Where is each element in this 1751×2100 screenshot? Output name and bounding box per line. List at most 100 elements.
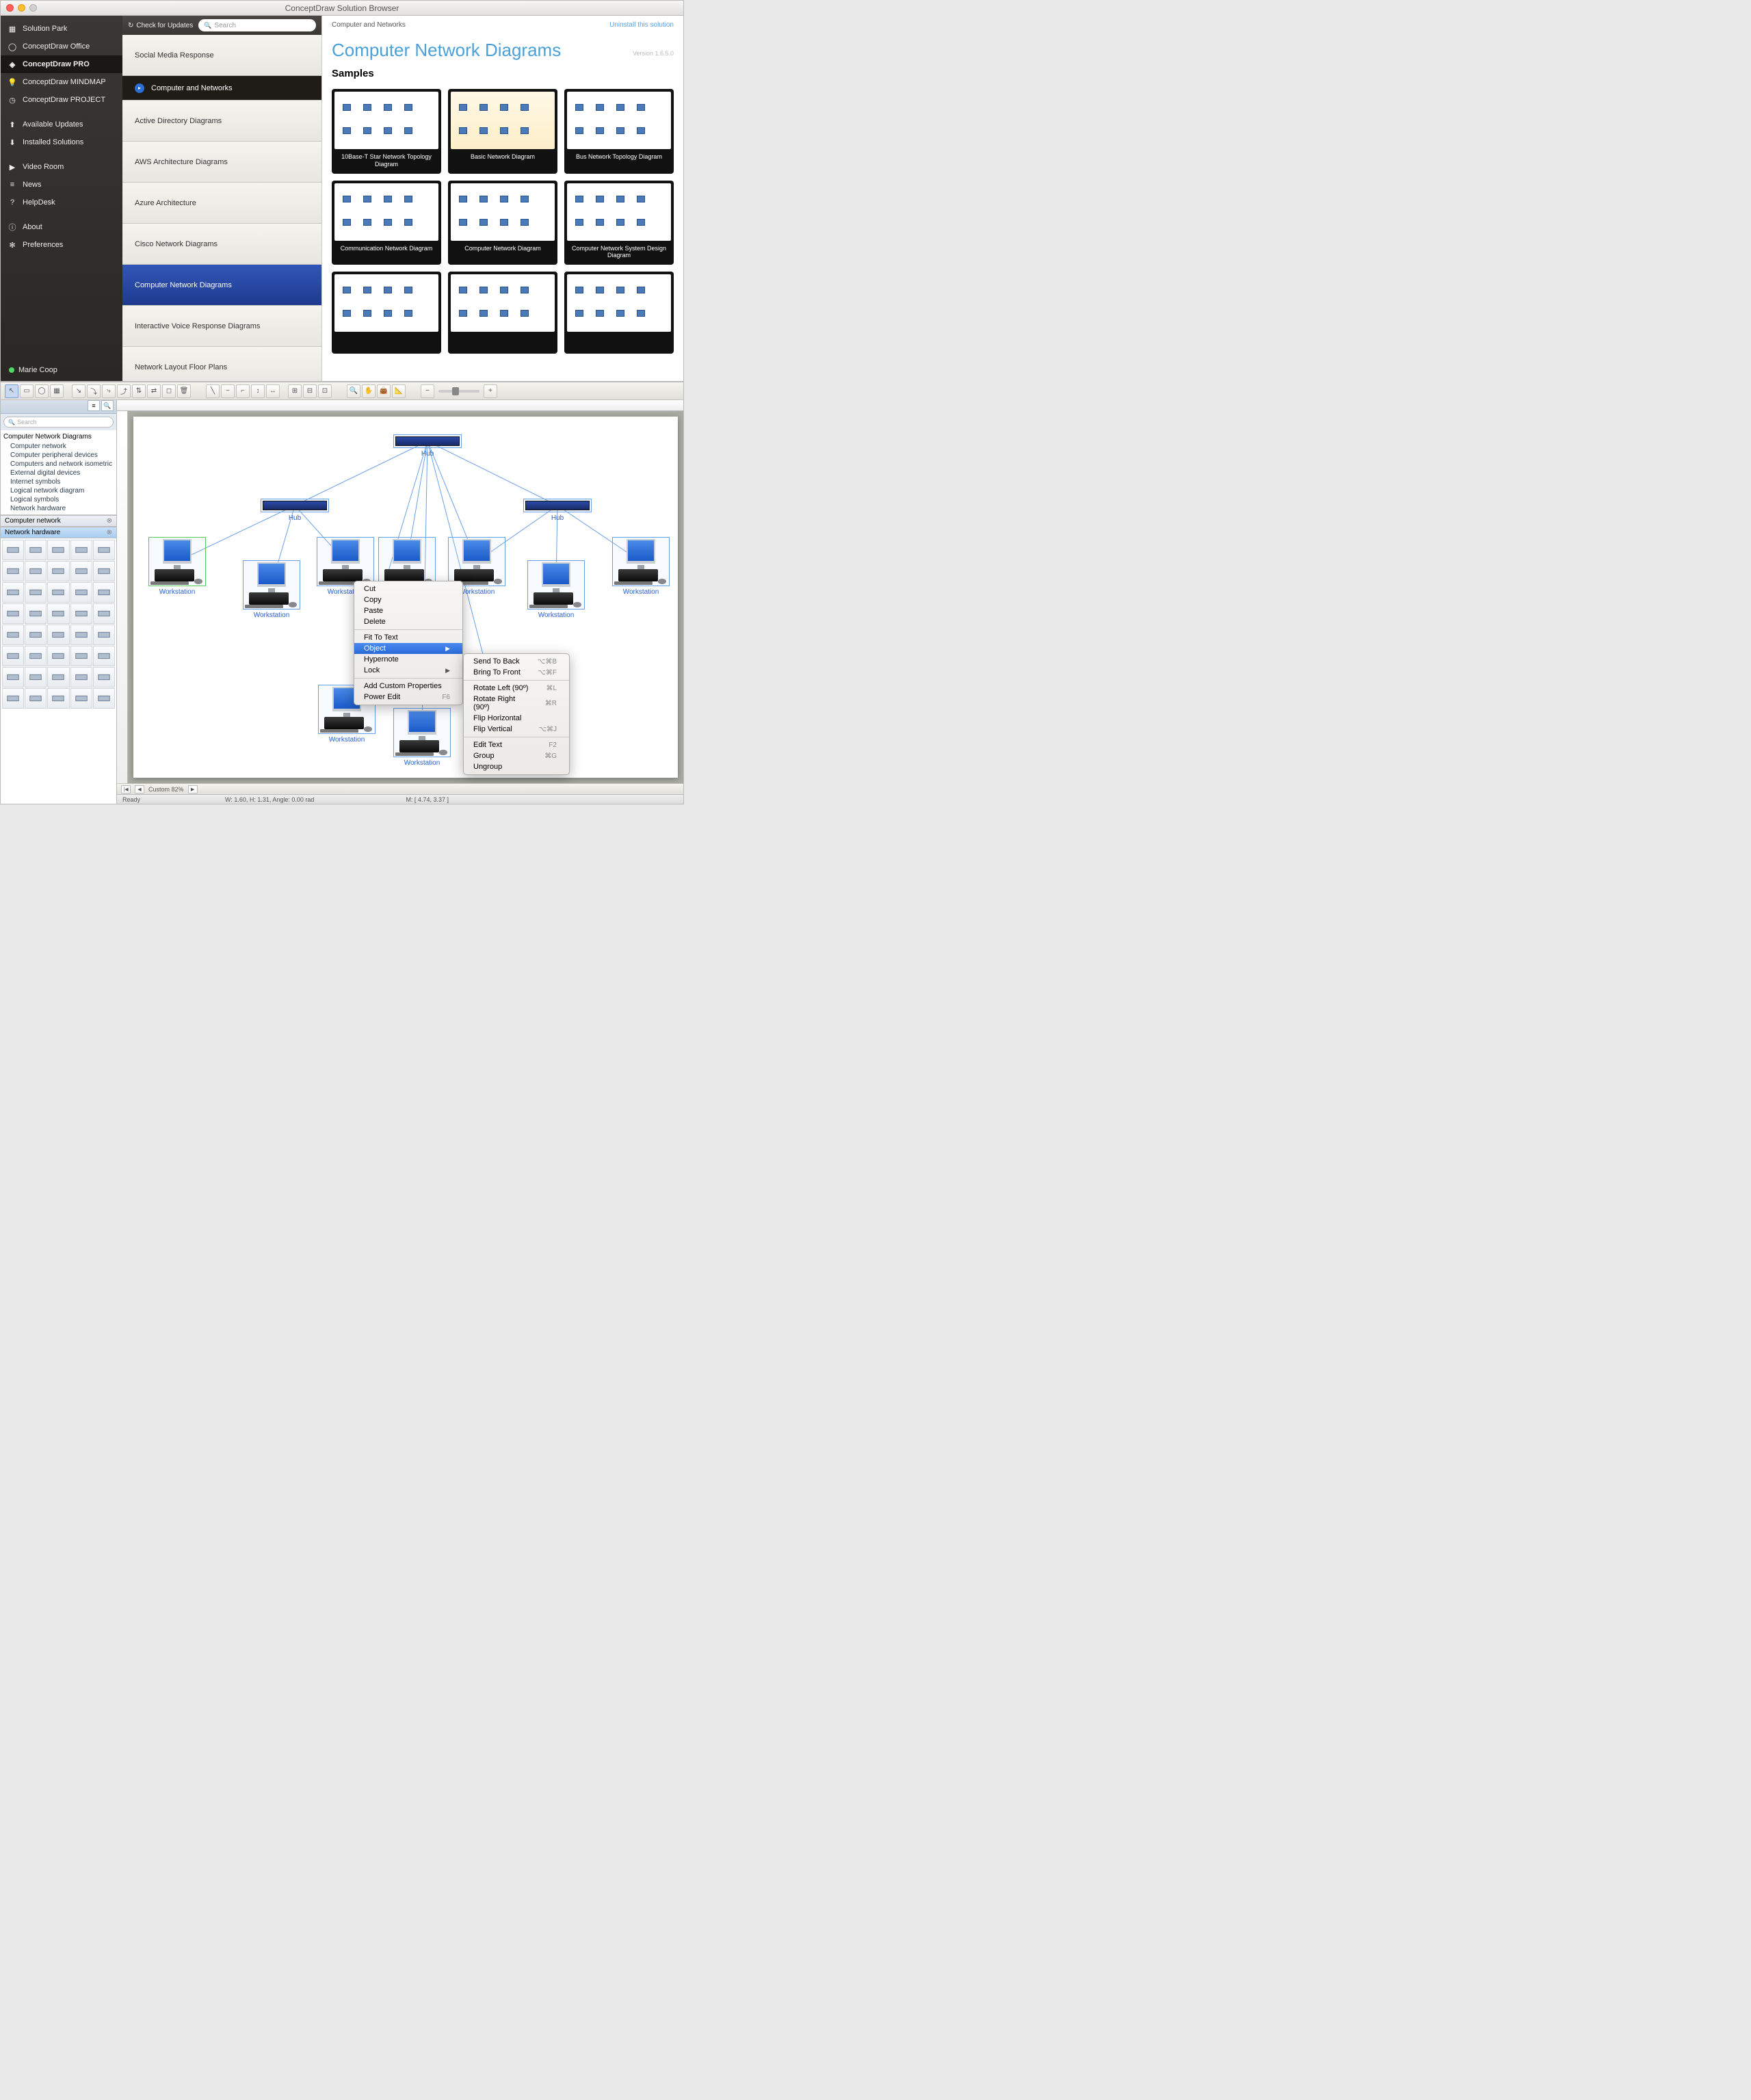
close-icon[interactable]: ⊗: [107, 529, 112, 536]
tree-item[interactable]: Network hardware: [3, 504, 114, 513]
delete-tool[interactable]: 🗑: [177, 384, 191, 398]
solution-list-item[interactable]: Cisco Network Diagrams: [122, 224, 321, 265]
sidebar-item[interactable]: 💡ConceptDraw MINDMAP: [1, 73, 122, 91]
palette-shape[interactable]: [70, 561, 92, 581]
tree-item[interactable]: Computer network: [3, 442, 114, 451]
sample-card[interactable]: [332, 272, 441, 354]
menu-item[interactable]: Power EditF6: [354, 692, 462, 703]
hub-node[interactable]: Hub: [523, 499, 592, 522]
palette-shape[interactable]: [70, 540, 92, 560]
menu-item[interactable]: Object▶: [354, 643, 462, 654]
menu-item[interactable]: Rotate Left (90º)⌘L: [464, 683, 569, 694]
zoom-out-button[interactable]: −: [421, 384, 434, 398]
palette-shape[interactable]: [93, 540, 115, 560]
context-menu[interactable]: CutCopyPasteDeleteFit To TextObject▶Hype…: [354, 581, 463, 705]
palette-shape[interactable]: [93, 561, 115, 581]
palette-shape[interactable]: [47, 688, 69, 709]
check-updates-button[interactable]: Check for Updates: [128, 22, 193, 29]
line-tool-3[interactable]: ⌐: [236, 384, 250, 398]
palette-shape[interactable]: [93, 625, 115, 645]
palette-shape[interactable]: [70, 625, 92, 645]
rect-tool[interactable]: ▭: [20, 384, 34, 398]
stamp-tool[interactable]: 👜: [377, 384, 391, 398]
tree-item[interactable]: Internet symbols: [3, 477, 114, 486]
palette-shape[interactable]: [2, 688, 24, 709]
tree-item[interactable]: Logical symbols: [3, 495, 114, 504]
menu-item[interactable]: Edit TextF2: [464, 739, 569, 750]
palette-shape[interactable]: [2, 561, 24, 581]
palette-shape[interactable]: [2, 540, 24, 560]
panel-tab-list[interactable]: ≡: [88, 400, 100, 411]
menu-item[interactable]: Add Custom Properties: [354, 681, 462, 692]
hub-node[interactable]: Hub: [393, 434, 462, 458]
menu-item[interactable]: Rotate Right (90º)⌘R: [464, 694, 569, 713]
sidebar-item[interactable]: ▦Solution Park: [1, 20, 122, 38]
menu-item[interactable]: Flip Vertical⌥⌘J: [464, 724, 569, 735]
solution-list-item[interactable]: Social Media Response: [122, 35, 321, 76]
menu-item[interactable]: Delete: [354, 616, 462, 627]
sidebar-item[interactable]: ▶Video Room: [1, 158, 122, 176]
palette-shape[interactable]: [47, 582, 69, 603]
align-tool-2[interactable]: ⊟: [303, 384, 317, 398]
measure-tool[interactable]: 📐: [392, 384, 406, 398]
tree-item[interactable]: Logical network diagram: [3, 486, 114, 495]
palette-shape[interactable]: [25, 561, 47, 581]
menu-item[interactable]: Cut: [354, 583, 462, 594]
sample-card[interactable]: [448, 272, 557, 354]
palette-shape[interactable]: [25, 646, 47, 666]
palette-shape[interactable]: [25, 540, 47, 560]
sample-card[interactable]: Computer Network Diagram: [448, 181, 557, 265]
breadcrumb[interactable]: Computer and Networks: [332, 21, 406, 29]
hand-tool[interactable]: ✋: [362, 384, 376, 398]
zoom-tool[interactable]: 🔍: [347, 384, 360, 398]
palette-shape[interactable]: [47, 603, 69, 624]
zoom-in-button[interactable]: +: [484, 384, 497, 398]
line-tool-1[interactable]: ╲: [206, 384, 220, 398]
palette-shape[interactable]: [25, 582, 47, 603]
page-next[interactable]: ▶: [188, 785, 198, 793]
sample-card[interactable]: Computer Network System Design Diagram: [564, 181, 674, 265]
menu-item[interactable]: Ungroup: [464, 761, 569, 772]
line-tool-4[interactable]: ↕: [251, 384, 265, 398]
menu-item[interactable]: Flip Horizontal: [464, 713, 569, 724]
uninstall-link[interactable]: Uninstall this solution: [609, 21, 674, 29]
solution-list-item[interactable]: Network Layout Floor Plans: [122, 347, 321, 381]
tree-item[interactable]: Computers and network isometric: [3, 460, 114, 469]
workstation-node[interactable]: Workstation: [527, 560, 585, 619]
page-first[interactable]: |◀: [121, 785, 131, 793]
sidebar-item[interactable]: ⓘAbout: [1, 218, 122, 236]
sidebar-item[interactable]: ⬇Installed Solutions: [1, 133, 122, 151]
palette-shape[interactable]: [70, 582, 92, 603]
close-icon[interactable]: ⊗: [107, 517, 112, 525]
palette-shape[interactable]: [25, 688, 47, 709]
palette-shape[interactable]: [47, 646, 69, 666]
line-tool-5[interactable]: ↔: [266, 384, 280, 398]
palette-shape[interactable]: [70, 688, 92, 709]
library-section[interactable]: Computer network⊗: [1, 515, 116, 527]
page-prev[interactable]: ◀: [135, 785, 144, 793]
sidebar-item[interactable]: ✻Preferences: [1, 236, 122, 254]
sidebar-item[interactable]: ◈ConceptDraw PRO: [1, 55, 122, 73]
palette-shape[interactable]: [47, 540, 69, 560]
sidebar-item[interactable]: ≡News: [1, 176, 122, 194]
zoom-slider[interactable]: [438, 390, 479, 393]
align-tool-3[interactable]: ⊡: [318, 384, 332, 398]
solution-list-item[interactable]: AWS Architecture Diagrams: [122, 142, 321, 183]
solution-list-item[interactable]: Interactive Voice Response Diagrams: [122, 306, 321, 347]
sample-card[interactable]: Bus Network Topology Diagram: [564, 89, 674, 174]
sample-card[interactable]: Basic Network Diagram: [448, 89, 557, 174]
palette-shape[interactable]: [93, 688, 115, 709]
search-input[interactable]: Search: [198, 19, 316, 31]
menu-item[interactable]: Fit To Text: [354, 632, 462, 643]
hub-node[interactable]: Hub: [261, 499, 329, 522]
menu-item[interactable]: Paste: [354, 605, 462, 616]
sample-card[interactable]: 10Base-T Star Network Topology Diagram: [332, 89, 441, 174]
palette-shape[interactable]: [2, 582, 24, 603]
palette-shape[interactable]: [2, 667, 24, 687]
menu-item[interactable]: Lock▶: [354, 665, 462, 676]
palette-shape[interactable]: [70, 646, 92, 666]
palette-shape[interactable]: [47, 561, 69, 581]
palette-shape[interactable]: [93, 603, 115, 624]
tree-item[interactable]: Computer peripheral devices: [3, 451, 114, 460]
library-section[interactable]: Network hardware⊗: [1, 527, 116, 538]
